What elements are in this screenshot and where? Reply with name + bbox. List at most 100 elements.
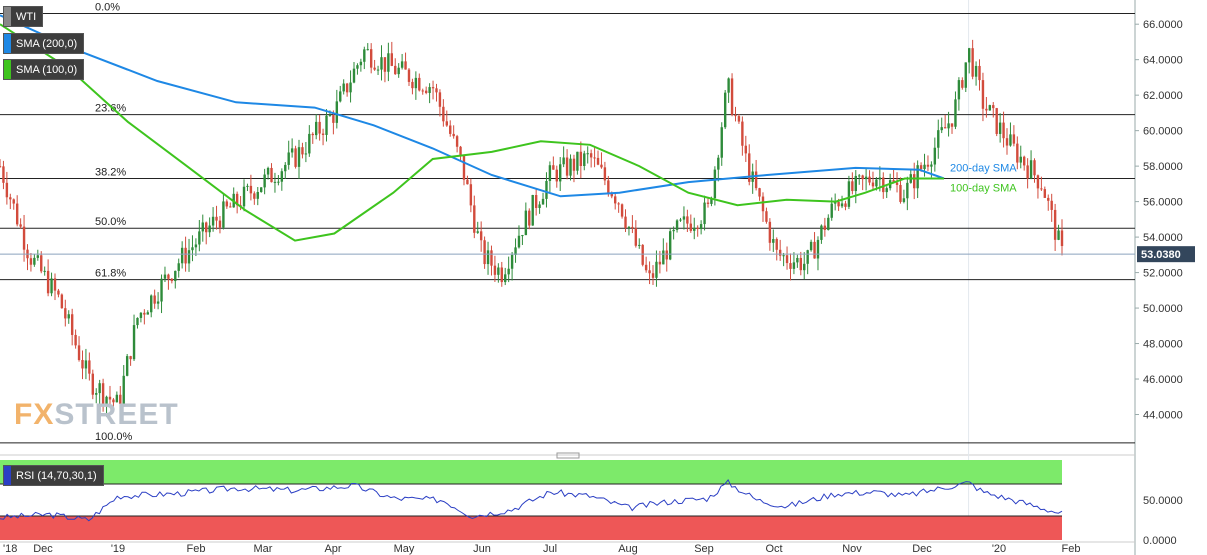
candle-body [1026,165,1029,179]
candle-body [108,396,112,400]
candle-body [125,356,129,376]
candle-body [937,130,940,148]
candle-body [964,62,967,88]
legend-rsi[interactable]: RSI (14,70,30,1) [3,465,104,486]
candle-body [225,201,229,207]
y-tick-label: 62.0000 [1143,90,1183,102]
candle-body [19,224,22,227]
fib-label: 50.0% [95,216,126,228]
candle-body [782,255,785,257]
candle-body [43,270,46,272]
candle-body [1036,175,1040,189]
candle-body [768,221,772,243]
candle-body [174,270,177,282]
candle-body [376,69,380,71]
y-tick-label: 56.0000 [1143,197,1183,209]
candle-body [679,219,682,221]
candle-body [12,199,15,204]
candle-body [1005,138,1009,146]
legend-swatch [4,34,11,53]
last-price-badge [1137,246,1195,263]
candle-body [84,360,88,369]
fxstreet-watermark: FXSTREET [14,398,179,431]
candle-body [222,201,225,228]
candle-body [146,312,149,315]
candle-body [682,216,686,220]
candle-body [497,267,500,275]
candle-body [988,105,992,111]
candle-body [662,250,665,265]
candle-body [284,164,287,172]
candle-body [77,345,81,360]
candle-body [205,222,208,233]
candle-body [614,196,617,204]
candle-body [858,175,861,177]
candle-body [452,133,455,137]
candle-body [194,244,198,248]
candle-body [490,250,493,266]
candle-body [693,227,696,231]
candle-body [785,255,789,264]
candle-body [754,171,758,189]
y-tick-label: 66.0000 [1143,19,1183,31]
candle-body [806,250,809,264]
candle-body [968,48,971,63]
candle-body [242,186,246,207]
candle-body [723,92,727,128]
candle-body [394,65,397,75]
price-plot-area [0,0,1135,454]
x-tick-label: '19 [111,543,125,555]
candle-body [160,278,163,302]
candle-body [717,157,720,170]
candle-body [211,216,215,226]
candle-body [844,203,847,207]
candle-body [634,228,638,246]
candle-body [246,185,249,187]
x-tick-label: Jun [473,543,491,555]
legend-instrument-label: WTI [16,10,37,23]
candle-body [820,225,823,240]
candle-body [713,169,717,199]
candle-body [947,123,950,129]
candle-body [132,325,136,360]
legend-sma200[interactable]: SMA (200,0) [3,33,85,54]
candle-body [208,225,211,233]
y-tick-label: 46.0000 [1143,374,1183,386]
candle-body [455,136,459,147]
candle-body [1053,209,1057,240]
candle-body [978,65,981,81]
legend-instrument[interactable]: WTI [3,6,44,27]
y-tick-label: 54.0000 [1143,232,1183,244]
candle-body [74,334,77,346]
candle-body [644,264,648,271]
candle-body [758,188,761,197]
candle-body [57,290,60,295]
x-tick-label: Mar [254,543,273,555]
y-tick-label: 48.0000 [1143,339,1183,351]
candle-body [579,151,583,166]
x-tick-label: Sep [694,543,714,555]
candle-body [1057,230,1060,240]
candle-body [899,184,902,202]
candle-body [620,204,624,217]
candle-body [442,106,445,122]
candle-body [796,257,799,263]
candle-body [201,222,204,232]
x-tick-label: Feb [1062,543,1081,555]
candle-body [559,164,562,182]
candle-body [950,123,954,127]
candle-body [514,247,517,255]
x-tick-label: Oct [765,543,782,555]
candle-body [1022,156,1026,166]
candle-body [400,61,404,68]
candle-body [748,153,751,182]
candle-body [139,312,143,318]
candle-body [311,133,314,136]
candle-body [510,254,514,269]
candle-body [1060,230,1064,247]
candle-body [827,217,830,230]
rsi-y-tick-label: 50.0000 [1143,495,1183,507]
candle-body [847,181,851,207]
candle-body [943,127,947,129]
legend-sma100[interactable]: SMA (100,0) [3,59,85,80]
